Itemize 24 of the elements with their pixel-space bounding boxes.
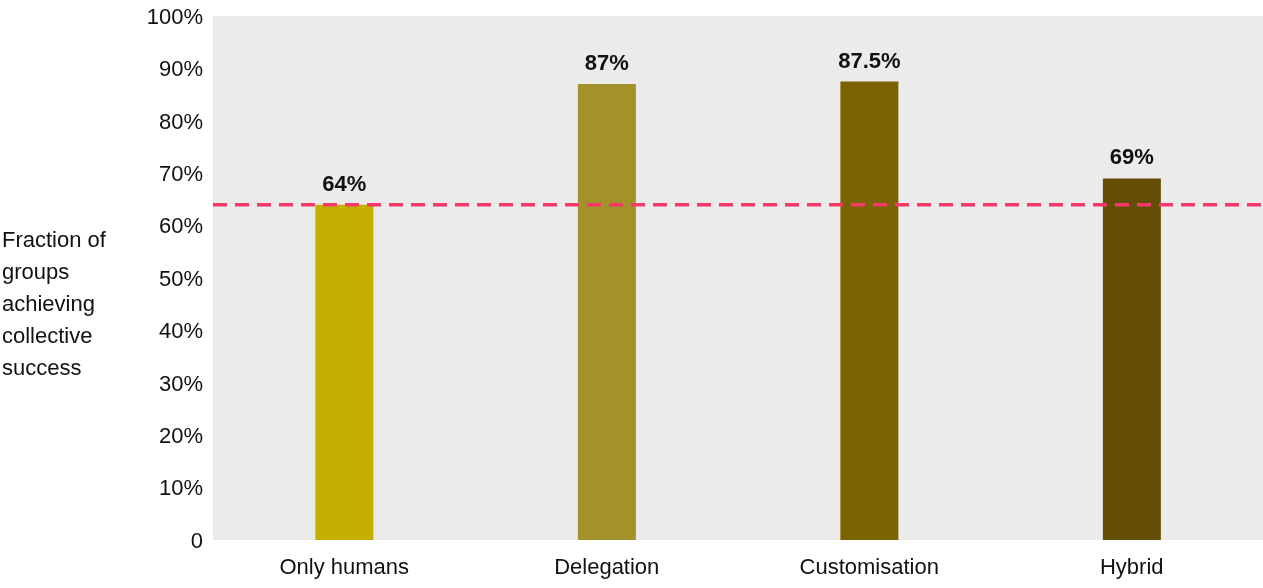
x-tick-label: Only humans [279,553,410,579]
data-label: 87.5% [838,47,901,73]
bar [840,81,899,540]
data-label: 69% [1109,144,1154,170]
y-tick-label: 70% [158,161,203,187]
data-label: 87% [584,50,629,76]
x-tick-label: Customisation [799,553,939,579]
y-tick-label: 30% [158,370,203,396]
y-tick-label: 100% [146,3,203,29]
y-axis-title: Fraction of groups achieving collective success [2,226,107,382]
bar [1102,178,1161,540]
y-tick-label: 40% [158,318,203,344]
x-tick-label: Delegation [554,553,660,579]
data-label: 64% [322,170,367,196]
y-tick-label: 80% [158,108,203,134]
y-tick-label: 10% [158,475,203,501]
y-tick-label: 0 [190,527,203,553]
bar [315,204,374,540]
y-tick-label: 90% [158,56,203,82]
y-tick-label: 50% [158,265,203,291]
bar [577,84,636,540]
y-tick-label: 60% [158,213,203,239]
x-tick-label: Hybrid [1099,553,1164,579]
y-tick-label: 20% [158,423,203,449]
